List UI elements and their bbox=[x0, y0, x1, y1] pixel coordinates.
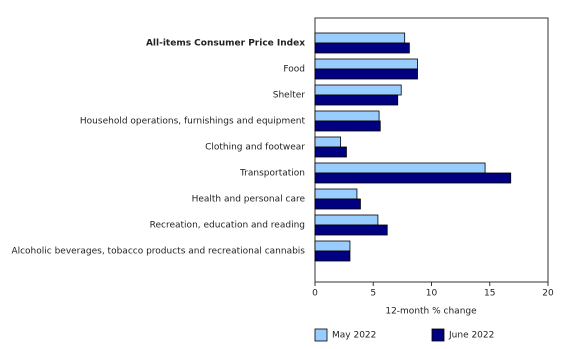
bar bbox=[314, 224, 388, 236]
y-tick-label: All-items Consumer Price Index bbox=[146, 39, 305, 49]
x-tick-label: 10 bbox=[426, 289, 438, 299]
bar bbox=[314, 68, 418, 80]
x-tick-label: 0 bbox=[312, 289, 318, 299]
y-tick-label: Transportation bbox=[239, 169, 305, 179]
y-tick-label: Clothing and footwear bbox=[205, 143, 305, 153]
bar bbox=[314, 198, 361, 210]
bar bbox=[314, 188, 358, 200]
legend-label: June 2022 bbox=[448, 331, 494, 341]
bar bbox=[314, 136, 342, 148]
legend-swatch bbox=[314, 328, 328, 342]
bar bbox=[314, 240, 351, 252]
bar bbox=[314, 42, 410, 54]
y-tick-label: Recreation, education and reading bbox=[150, 221, 305, 231]
bar bbox=[314, 250, 351, 262]
y-tick-label: Household operations, furnishings and eq… bbox=[80, 117, 306, 127]
bar bbox=[314, 58, 418, 70]
bar bbox=[314, 146, 347, 158]
x-tick-label: 20 bbox=[542, 289, 554, 299]
bar bbox=[314, 172, 512, 184]
x-axis-label: 12-month % change bbox=[385, 307, 477, 317]
y-tick-label: Food bbox=[283, 65, 305, 75]
y-tick-label: Alcoholic beverages, tobacco products an… bbox=[11, 247, 305, 257]
bar bbox=[314, 84, 402, 96]
x-tick-label: 15 bbox=[484, 289, 495, 299]
legend-swatch bbox=[431, 328, 445, 342]
legend-label: May 2022 bbox=[332, 331, 376, 341]
y-tick-label: Shelter bbox=[273, 91, 306, 101]
y-tick-label: Health and personal care bbox=[192, 195, 306, 205]
x-tick-label: 5 bbox=[370, 289, 376, 299]
bar bbox=[314, 110, 380, 122]
bar bbox=[314, 94, 399, 106]
bar bbox=[314, 214, 379, 226]
bar bbox=[314, 120, 381, 132]
bar bbox=[314, 162, 486, 174]
bar bbox=[314, 32, 406, 44]
